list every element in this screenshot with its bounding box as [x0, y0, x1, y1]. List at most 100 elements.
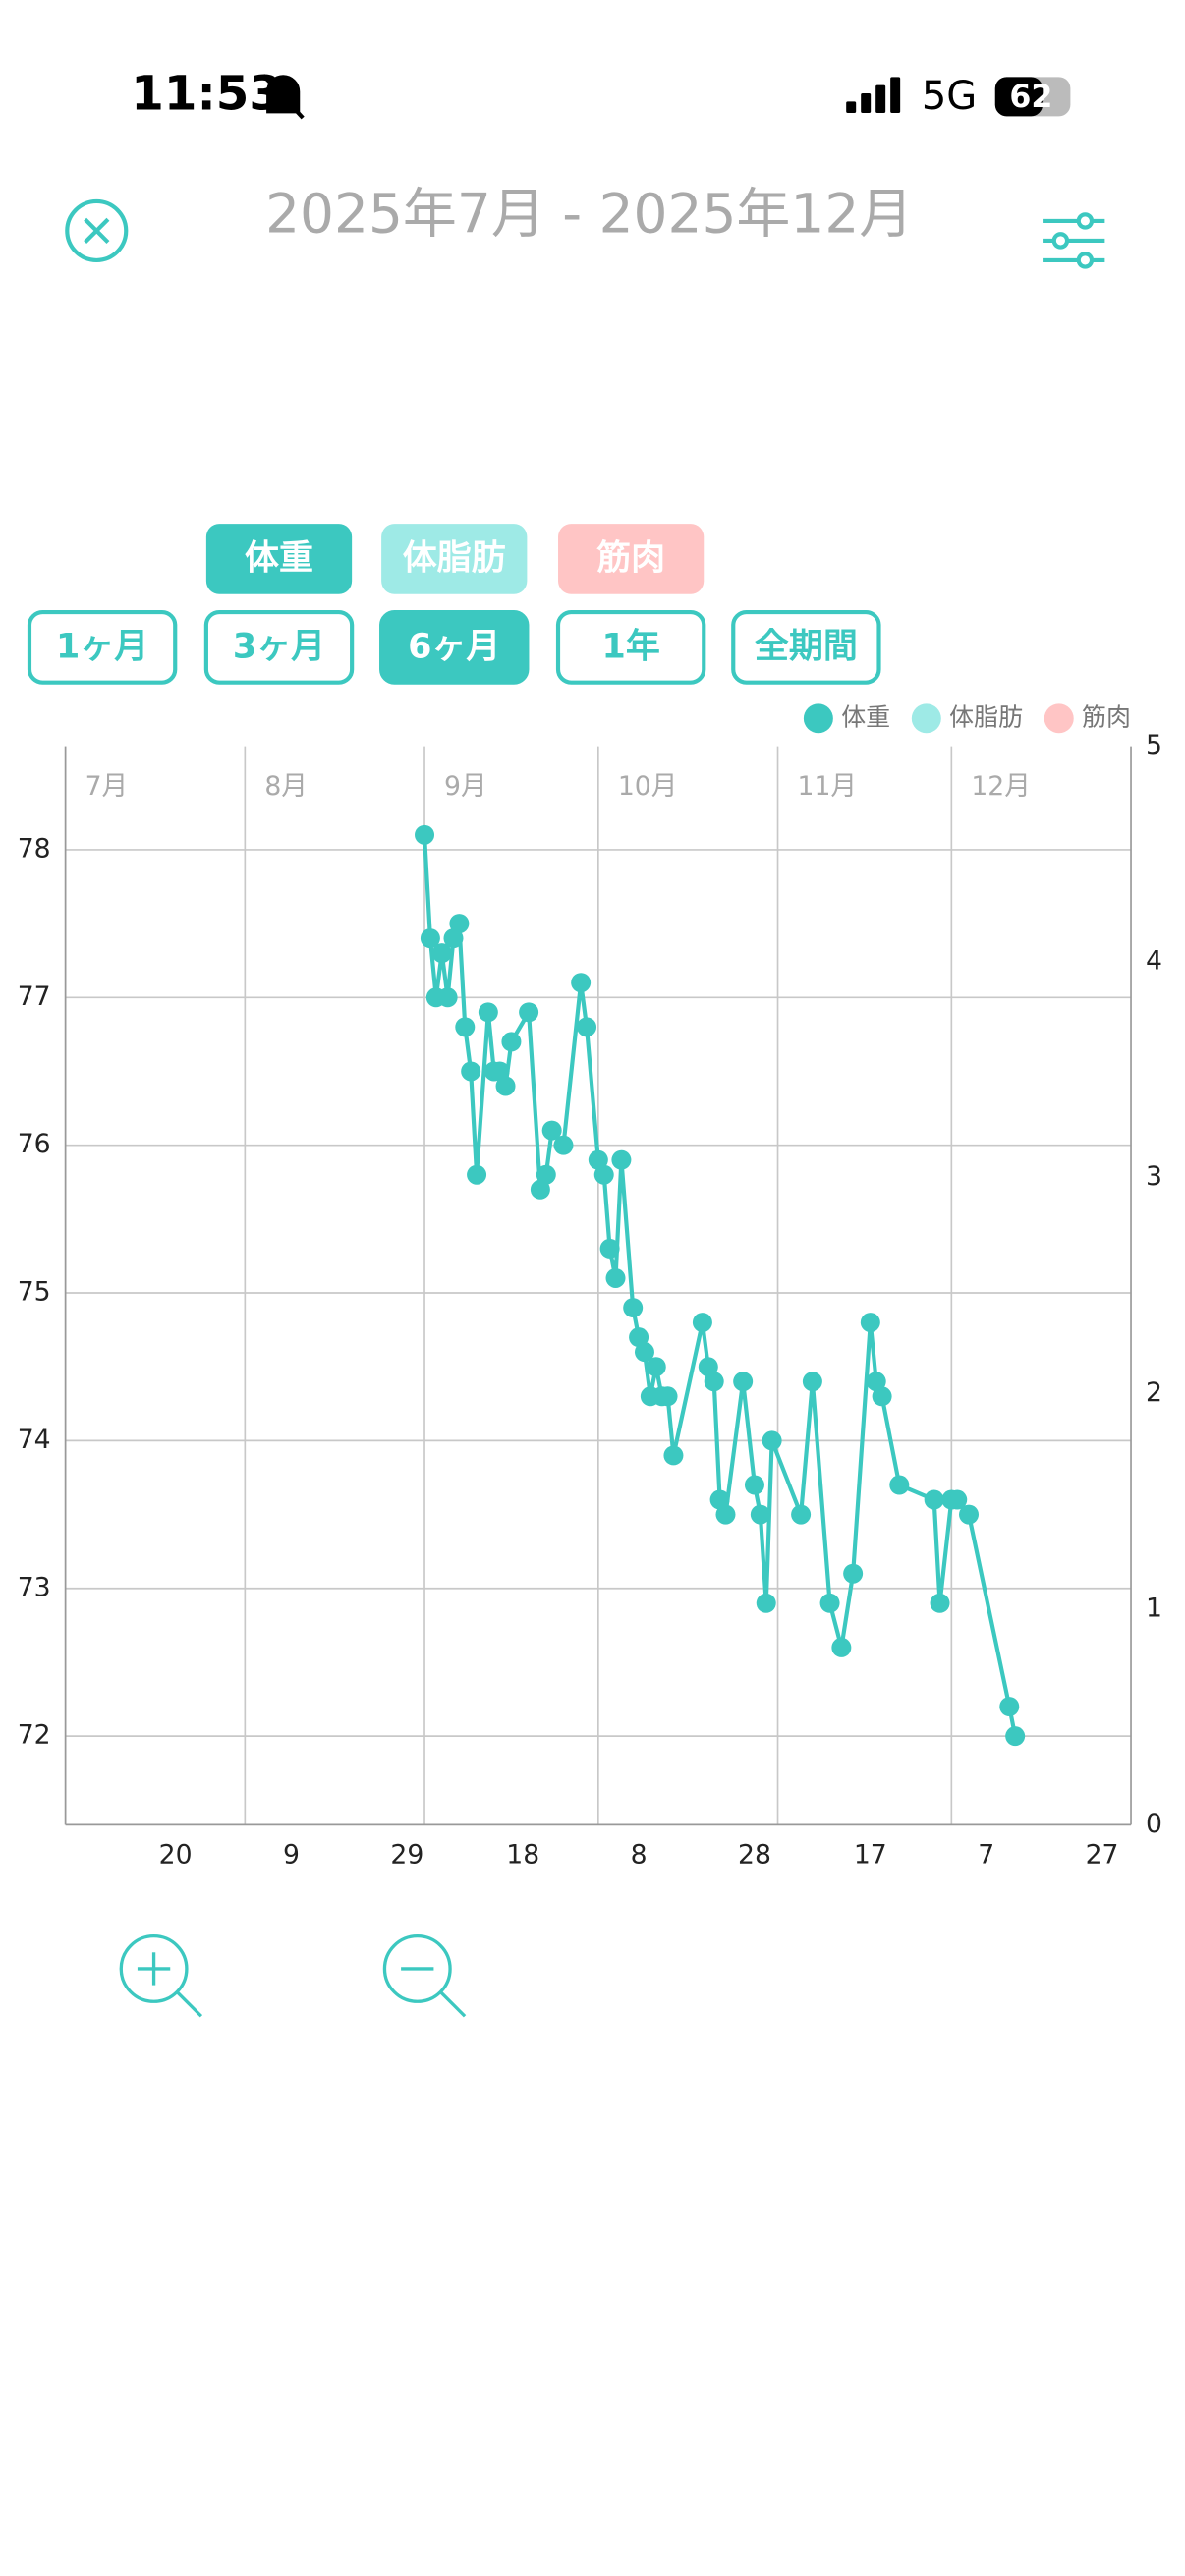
data-point — [530, 1179, 550, 1200]
data-point — [501, 1032, 522, 1052]
data-point — [999, 1697, 1020, 1717]
data-point — [709, 1489, 730, 1510]
month-label: 12月 — [971, 771, 1031, 802]
metric-button[interactable] — [558, 524, 705, 594]
data-point — [831, 1637, 852, 1657]
legend-swatch — [803, 703, 833, 734]
data-point — [623, 1298, 644, 1318]
data-point — [646, 1357, 666, 1377]
data-point — [744, 1475, 764, 1495]
period-button[interactable] — [731, 609, 881, 685]
y2-tick-label: 4 — [1146, 946, 1162, 977]
data-point — [489, 1061, 510, 1082]
y-tick-label: 78 — [18, 833, 51, 864]
data-point — [443, 928, 464, 949]
data-point — [947, 1489, 968, 1510]
data-point — [461, 1061, 481, 1082]
network-label: 5G — [922, 74, 977, 119]
zoom-out-button[interactable] — [382, 1933, 467, 2018]
x-tick-label: 28 — [738, 1840, 771, 1871]
data-point — [733, 1372, 754, 1392]
legend-label: 筋肉 — [1082, 702, 1131, 731]
data-point — [553, 1135, 574, 1155]
month-label: 8月 — [264, 771, 308, 802]
mute-icon — [261, 74, 305, 120]
data-point — [571, 973, 592, 993]
metric-button-label: 筋肉 — [596, 539, 665, 579]
data-point — [420, 928, 440, 949]
x-tick-label: 8 — [631, 1840, 648, 1871]
data-point — [1005, 1726, 1026, 1747]
signal-icon — [846, 77, 901, 113]
legend-label: 体脂肪 — [949, 702, 1023, 731]
data-point — [791, 1504, 812, 1525]
data-point — [750, 1504, 770, 1525]
data-point — [519, 1002, 539, 1023]
y2-tick-label: 5 — [1146, 730, 1162, 760]
data-point — [449, 914, 470, 934]
month-label: 7月 — [85, 771, 129, 802]
y-tick-label: 77 — [18, 981, 51, 1012]
y-tick-label: 73 — [18, 1572, 51, 1602]
data-point — [698, 1357, 718, 1377]
data-point — [599, 1238, 620, 1259]
x-tick-label: 27 — [1086, 1840, 1119, 1871]
data-point — [478, 1002, 498, 1023]
month-label: 10月 — [618, 771, 678, 802]
legend-swatch — [1044, 703, 1074, 734]
x-tick-label: 7 — [978, 1840, 994, 1871]
metric-button[interactable] — [381, 524, 528, 594]
data-point — [541, 1120, 562, 1141]
y2-tick-label: 2 — [1146, 1377, 1162, 1408]
period-button-label: 3ヶ月 — [233, 628, 325, 667]
y2-tick-label: 0 — [1146, 1809, 1162, 1839]
data-point — [959, 1504, 980, 1525]
period-button-label: 1ヶ月 — [56, 628, 148, 667]
line — [422, 834, 1018, 1737]
status-time: 11:53 — [131, 66, 282, 121]
data-point — [715, 1504, 736, 1525]
data-point — [634, 1342, 654, 1363]
period-button[interactable] — [203, 609, 355, 685]
close-button[interactable] — [65, 198, 129, 262]
data-point — [889, 1475, 910, 1495]
metric-button[interactable] — [205, 524, 353, 594]
data-point — [455, 1017, 476, 1037]
data-point — [588, 1149, 608, 1170]
data-point — [415, 824, 435, 845]
x-tick-label: 29 — [390, 1840, 423, 1871]
legend-label: 体重 — [841, 702, 890, 731]
data-point — [611, 1149, 632, 1170]
x-tick-label: 18 — [506, 1840, 539, 1871]
data-point — [663, 1445, 684, 1466]
data-point — [802, 1372, 822, 1392]
data-point — [629, 1327, 649, 1348]
data-point — [860, 1313, 880, 1333]
y-tick-label: 74 — [18, 1425, 51, 1455]
period-button[interactable] — [379, 609, 530, 685]
data-point — [930, 1593, 950, 1613]
period-button-label: 6ヶ月 — [408, 628, 500, 667]
data-point — [467, 1164, 487, 1185]
period-button[interactable] — [555, 609, 706, 685]
data-point — [819, 1593, 840, 1613]
data-point — [762, 1430, 782, 1451]
x-tick-label: 9 — [283, 1840, 300, 1871]
data-point — [536, 1164, 556, 1185]
legend-swatch — [911, 703, 941, 734]
data-point — [495, 1076, 516, 1096]
y2-tick-label: 1 — [1146, 1593, 1162, 1623]
filter-button[interactable] — [1043, 212, 1105, 269]
data-point — [657, 1386, 678, 1407]
data-point — [866, 1372, 886, 1392]
data-point — [756, 1593, 776, 1613]
data-point — [924, 1489, 944, 1510]
month-label: 9月 — [444, 771, 487, 802]
data-point — [431, 943, 452, 964]
zoom-in-button[interactable] — [119, 1933, 203, 2018]
data-point — [437, 987, 458, 1008]
period-button[interactable] — [27, 609, 178, 685]
